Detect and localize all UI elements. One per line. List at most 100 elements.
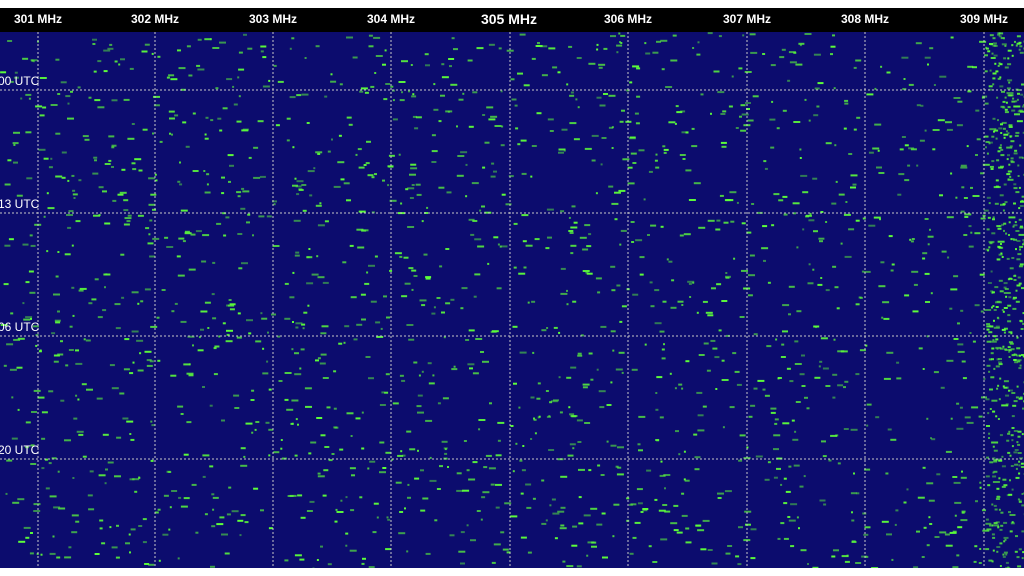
signal-speck	[280, 439, 283, 441]
signal-speck	[443, 336, 446, 339]
signal-speck	[837, 384, 844, 387]
signal-speck	[975, 109, 980, 112]
signal-speck	[260, 509, 264, 512]
signal-speck	[94, 553, 100, 555]
signal-speck	[246, 221, 250, 224]
signal-speck	[541, 74, 548, 77]
signal-speck	[292, 184, 298, 187]
signal-speck	[1011, 427, 1015, 429]
signal-speck	[807, 563, 809, 565]
signal-speck	[1021, 557, 1024, 560]
signal-speck	[992, 445, 995, 448]
signal-speck	[836, 307, 840, 310]
signal-speck	[228, 180, 231, 183]
signal-speck	[727, 545, 733, 547]
signal-speck	[668, 260, 673, 263]
signal-speck	[527, 551, 532, 554]
signal-speck	[153, 95, 160, 98]
signal-speck	[570, 226, 578, 229]
signal-speck	[615, 465, 619, 468]
signal-speck	[856, 116, 861, 119]
signal-speck	[1010, 157, 1014, 160]
signal-speck	[851, 519, 855, 522]
signal-speck	[313, 167, 316, 170]
signal-speck	[582, 248, 589, 251]
signal-speck	[595, 277, 602, 280]
signal-speck	[660, 460, 663, 463]
signal-speck	[611, 147, 614, 149]
signal-speck	[1007, 178, 1014, 181]
signal-speck	[991, 291, 994, 294]
signal-speck	[929, 523, 933, 525]
signal-speck	[184, 232, 192, 235]
signal-speck	[988, 437, 990, 439]
signal-speck	[406, 324, 414, 326]
signal-speck	[916, 164, 919, 167]
freq-label-304: 304 MHz	[366, 12, 416, 26]
signal-speck	[996, 487, 1000, 490]
signal-speck	[996, 348, 999, 350]
signal-speck	[411, 269, 417, 272]
signal-speck	[568, 45, 573, 48]
signal-speck	[6, 459, 13, 462]
signal-speck	[724, 490, 732, 493]
signal-speck	[968, 225, 972, 228]
signal-speck	[482, 166, 486, 169]
signal-speck	[802, 228, 805, 231]
signal-speck	[989, 241, 994, 244]
signal-speck	[439, 465, 443, 468]
signal-speck	[739, 434, 746, 437]
signal-speck	[1009, 175, 1012, 178]
signal-speck	[480, 351, 484, 353]
signal-speck	[584, 224, 591, 227]
signal-speck	[5, 492, 8, 495]
signal-speck	[1021, 105, 1024, 108]
signal-speck	[1008, 124, 1013, 127]
signal-speck	[741, 113, 749, 116]
signal-speck	[583, 514, 591, 517]
signal-speck	[534, 432, 537, 435]
signal-speck	[401, 379, 406, 382]
signal-speck	[144, 350, 152, 353]
signal-speck	[280, 447, 283, 450]
signal-speck	[297, 423, 299, 426]
signal-speck	[357, 148, 362, 151]
signal-speck	[991, 358, 994, 361]
spectrum-waterfall[interactable]: 00 UTC 13 UTC 06 UTC 20 UTC	[0, 32, 1024, 568]
signal-speck	[761, 247, 769, 250]
signal-speck	[387, 518, 391, 521]
signal-speck	[232, 85, 235, 88]
signal-speck	[272, 245, 280, 247]
signal-speck	[1022, 312, 1024, 315]
signal-speck	[721, 145, 727, 148]
signal-speck	[998, 358, 1002, 360]
signal-speck	[988, 141, 993, 144]
signal-speck	[166, 76, 170, 79]
signal-speck	[746, 108, 750, 110]
signal-speck	[632, 162, 637, 164]
signal-speck	[472, 91, 478, 94]
signal-speck	[632, 536, 637, 539]
signal-speck	[750, 51, 758, 54]
signal-speck	[37, 396, 45, 399]
signal-speck	[388, 154, 395, 157]
signal-speck	[999, 194, 1004, 197]
signal-speck	[988, 331, 993, 334]
signal-speck	[776, 467, 781, 470]
signal-speck	[1021, 530, 1024, 533]
signal-speck	[1015, 535, 1018, 538]
signal-speck	[101, 542, 106, 545]
signal-speck	[423, 253, 428, 256]
signal-speck	[519, 351, 527, 354]
signal-speck	[1015, 476, 1020, 479]
signal-speck	[1002, 553, 1005, 556]
signal-speck	[204, 133, 207, 136]
signal-speck	[1011, 44, 1014, 47]
signal-speck	[84, 138, 90, 141]
signal-speck	[75, 362, 83, 365]
signal-speck	[75, 394, 78, 397]
signal-speck	[191, 483, 197, 486]
signal-speck	[466, 524, 469, 527]
signal-speck	[983, 377, 986, 380]
signal-speck	[777, 377, 780, 380]
